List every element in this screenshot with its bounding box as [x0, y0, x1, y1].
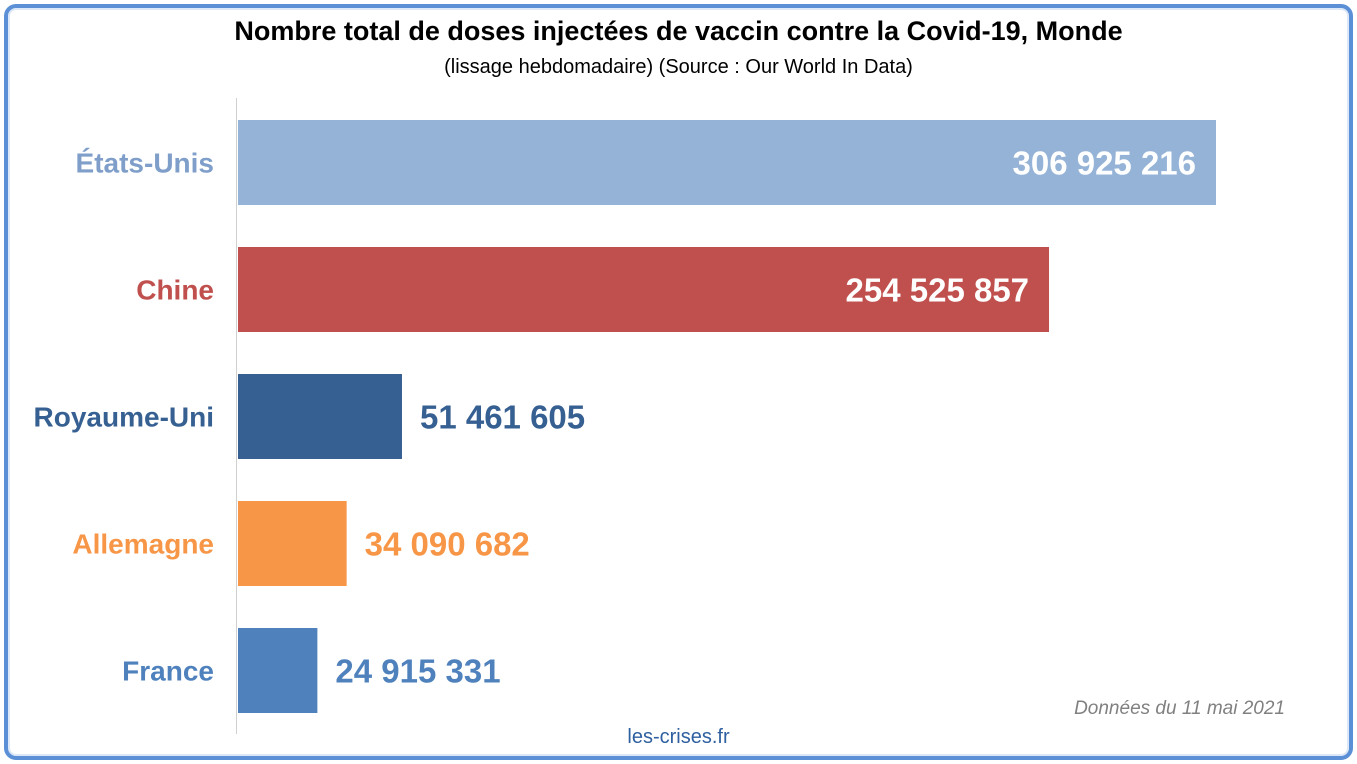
chart-title: Nombre total de doses injectées de vacci… [234, 16, 1123, 46]
value-label-etats-unis: 306 925 216 [1012, 145, 1196, 182]
bar-france [238, 628, 318, 713]
bar-allemagne [238, 501, 347, 586]
bar-royaume-uni [238, 374, 402, 459]
category-label-allemagne: Allemagne [72, 529, 214, 560]
bar-chine [238, 247, 1050, 332]
category-axis-line [236, 98, 237, 734]
category-label-chine: Chine [136, 275, 214, 306]
category-label-royaume-uni: Royaume-Uni [34, 402, 214, 433]
value-label-chine: 254 525 857 [846, 272, 1030, 309]
chart-subtitle: (lissage hebdomadaire) (Source : Our Wor… [444, 56, 913, 78]
value-label-france: 24 915 331 [335, 653, 500, 690]
source-footer: les-crises.fr [627, 726, 730, 748]
category-label-etats-unis: États-Unis [76, 148, 214, 179]
value-label-royaume-uni: 51 461 605 [420, 399, 585, 436]
value-label-allemagne: 34 090 682 [365, 526, 530, 563]
category-label-france: France [122, 656, 214, 687]
bar-etats-unis [238, 120, 1216, 205]
data-date-note: Données du 11 mai 2021 [1074, 698, 1285, 719]
